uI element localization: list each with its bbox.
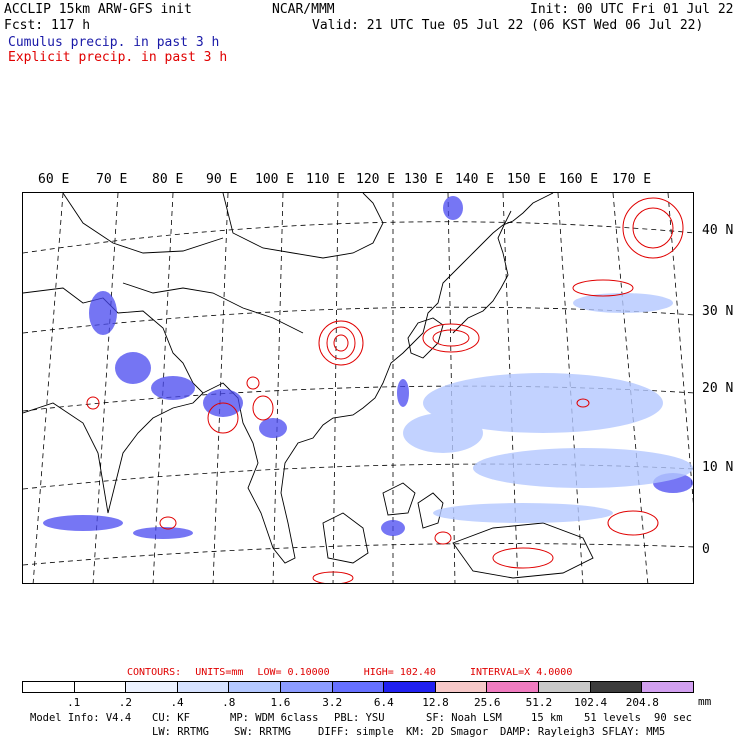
shortwave-scheme: SW: RRTMG	[234, 726, 291, 738]
colorbar-unit: mm	[698, 695, 712, 708]
pbl-scheme: PBL: YSU	[334, 712, 385, 724]
coastlines	[23, 193, 594, 579]
longitude-label: 160 E	[559, 172, 599, 187]
latitude-label: 40 N	[702, 223, 734, 238]
init-time: Init: 00 UTC Fri 01 Jul 22	[530, 2, 734, 17]
colorbar-swatch	[177, 682, 230, 692]
latitude-label: 0	[702, 542, 710, 557]
colorbar-swatch	[435, 682, 488, 692]
cumulus-precip-areas	[43, 196, 693, 539]
colorbar-swatch	[487, 682, 540, 692]
longitude-label: 110 E	[306, 172, 346, 187]
forecast-hour: Fcst: 117 h	[4, 18, 91, 33]
longitude-label: 140 E	[455, 172, 495, 187]
colorbar-swatch	[74, 682, 127, 692]
colorbar-tick-label: .2	[118, 696, 132, 709]
model-info: Model Info: V4.4	[30, 712, 132, 724]
colorbar-swatch	[332, 682, 385, 692]
latitude-label: 20 N	[702, 381, 734, 396]
valid-time: Valid: 21 UTC Tue 05 Jul 22 (06 KST Wed …	[312, 18, 704, 33]
colorbar-tick-label: 51.2	[525, 696, 553, 709]
explicit-precip-contours	[86, 197, 684, 583]
colorbar-swatch	[642, 682, 693, 692]
cumulus-legend-label: Cumulus precip. in past 3 h	[8, 35, 220, 50]
colorbar-tick-label: 1.6	[270, 696, 291, 709]
longwave-scheme: LW: RRTMG	[152, 726, 209, 738]
model-title: ACCLIP 15km ARW-GFS init	[4, 2, 192, 17]
light-precip-areas	[403, 293, 693, 523]
time-step: 90 sec	[654, 712, 692, 724]
colorbar-tick-label: 204.8	[625, 696, 659, 709]
longitude-label: 130 E	[404, 172, 444, 187]
contour-info: CONTOURS: UNITS=mm LOW= 0.10000 HIGH= 10…	[127, 667, 572, 678]
colorbar-swatch	[281, 682, 333, 692]
contours-units: UNITS=mm	[195, 667, 244, 678]
km-scheme: KM: 2D Smagor	[406, 726, 489, 738]
longitude-label: 70 E	[96, 172, 128, 187]
map-graphic	[23, 193, 693, 583]
diffusion-scheme: DIFF: simple	[318, 726, 394, 738]
precipitation-map	[22, 192, 694, 584]
resolution: 15 km	[531, 712, 563, 724]
contours-high: HIGH= 102.40	[363, 667, 436, 678]
microphysics-scheme: MP: WDM 6class	[230, 712, 319, 724]
damping-scheme: DAMP: Rayleigh3	[500, 726, 595, 738]
colorbar-swatch	[539, 682, 591, 692]
contours-interval: INTERVAL=X 4.0000	[469, 667, 573, 678]
surface-scheme: SF: Noah LSM	[426, 712, 502, 724]
colorbar-tick-label: 25.6	[473, 696, 501, 709]
colorbar-swatch	[384, 682, 436, 692]
colorbar	[22, 681, 694, 693]
latitude-label: 30 N	[702, 304, 734, 319]
colorbar-tick-label: 102.4	[574, 696, 608, 709]
vertical-levels: 51 levels	[584, 712, 641, 724]
latitude-label: 10 N	[702, 460, 734, 475]
colorbar-tick-label: .8	[222, 696, 236, 709]
organization-label: NCAR/MMM	[272, 2, 335, 17]
colorbar-swatch	[229, 682, 282, 692]
colorbar-tick-label: .4	[170, 696, 184, 709]
colorbar-swatch	[23, 682, 75, 692]
contours-label: CONTOURS:	[127, 667, 182, 678]
cumulus-scheme: CU: KF	[152, 712, 190, 724]
explicit-legend-label: Explicit precip. in past 3 h	[8, 50, 228, 65]
longitude-label: 150 E	[507, 172, 547, 187]
colorbar-swatch	[590, 682, 643, 692]
longitude-label: 170 E	[612, 172, 652, 187]
longitude-label: 90 E	[206, 172, 238, 187]
colorbar-tick-label: 3.2	[322, 696, 343, 709]
contours-low: LOW= 0.10000	[257, 667, 330, 678]
longitude-label: 120 E	[356, 172, 396, 187]
longitude-label: 60 E	[38, 172, 70, 187]
colorbar-tick-label: .1	[67, 696, 81, 709]
longitude-label: 80 E	[152, 172, 184, 187]
longitude-label: 100 E	[255, 172, 295, 187]
colorbar-tick-label: 6.4	[373, 696, 394, 709]
surface-layer-scheme: SFLAY: MM5	[602, 726, 666, 738]
colorbar-tick-label: 12.8	[422, 696, 449, 709]
colorbar-swatch	[126, 682, 178, 692]
